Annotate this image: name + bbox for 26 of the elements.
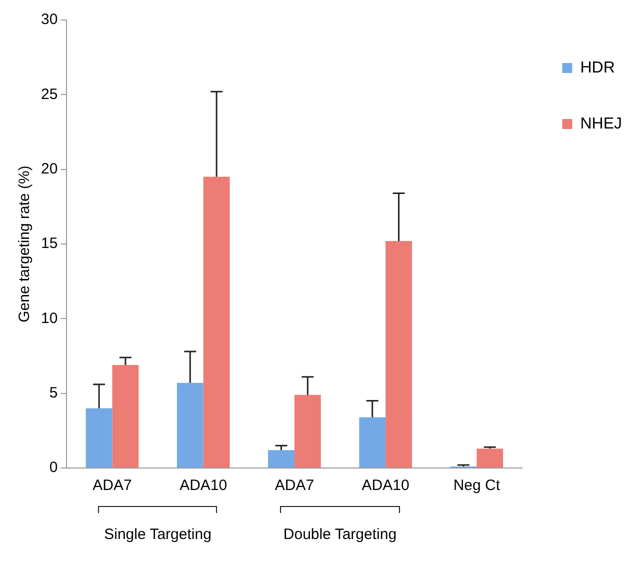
bar xyxy=(359,417,386,468)
y-tick-label: 30 xyxy=(40,11,58,28)
y-tick-label: 10 xyxy=(40,310,58,327)
bar xyxy=(386,241,412,468)
y-tick-label: 15 xyxy=(40,235,58,252)
x-tick-label: ADA10 xyxy=(180,477,228,494)
y-tick-label: 0 xyxy=(49,459,58,476)
x-tick-label: Neg Ct xyxy=(453,477,501,494)
bar xyxy=(268,450,294,468)
y-tick-label: 5 xyxy=(49,384,58,402)
bar xyxy=(86,408,112,468)
text: Double Targeting xyxy=(282,526,398,543)
y-axis-title: Gene targeting rate (%) xyxy=(16,166,34,322)
x-tick-label: ADA7 xyxy=(274,477,314,494)
bar xyxy=(476,448,504,468)
text: Single Targeting xyxy=(103,526,212,543)
y-tick-label: 25 xyxy=(40,86,58,103)
x-tick-label: ADA7 xyxy=(92,477,132,494)
bar xyxy=(203,176,230,468)
bar xyxy=(112,364,139,468)
bar xyxy=(294,394,321,468)
x-tick-label: ADA10 xyxy=(362,477,410,494)
y-tick-label: 20 xyxy=(40,160,58,178)
legend-label: HDR xyxy=(580,59,615,76)
legend-label: NHEJ xyxy=(580,115,622,132)
bar xyxy=(176,382,204,468)
